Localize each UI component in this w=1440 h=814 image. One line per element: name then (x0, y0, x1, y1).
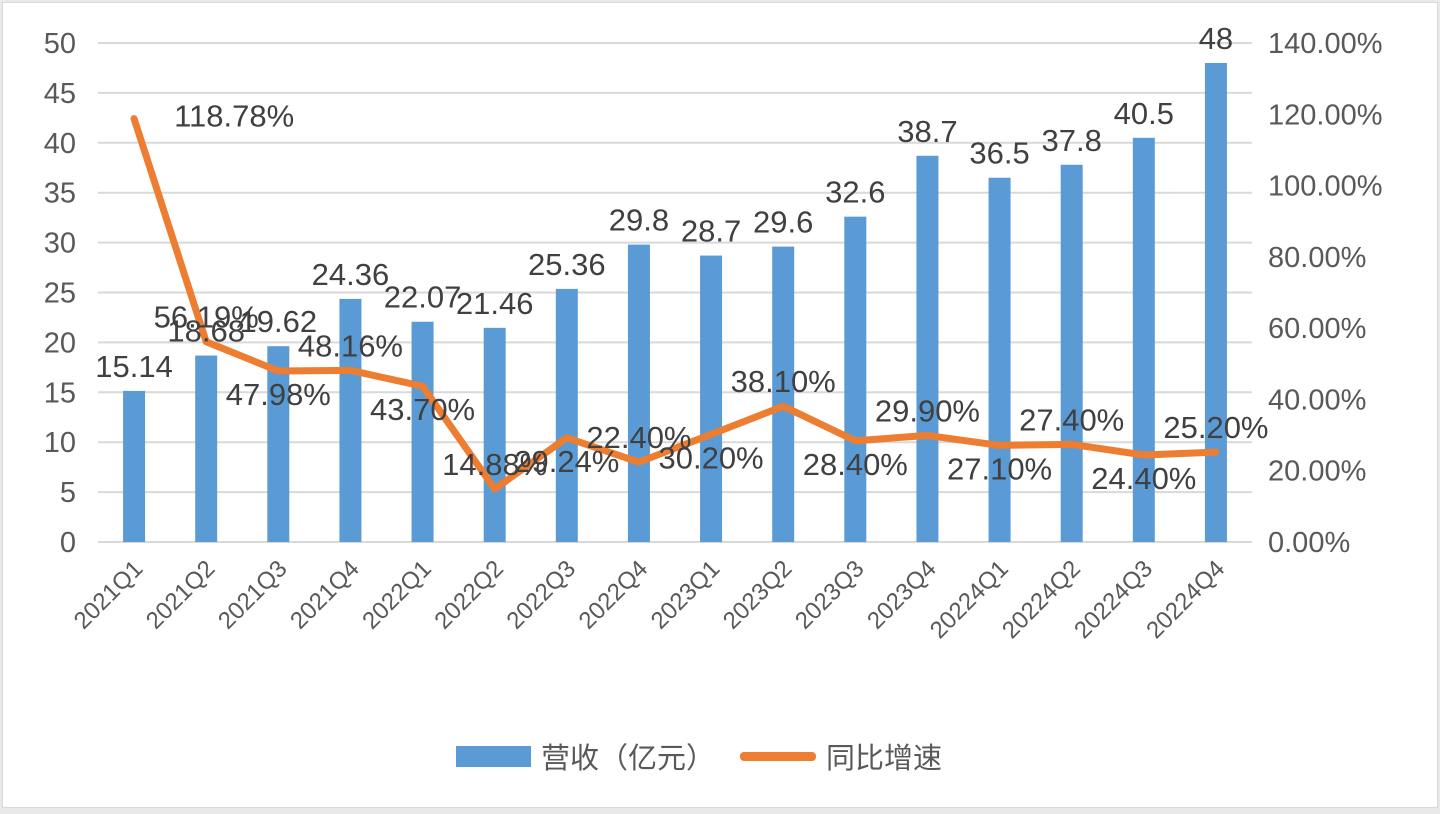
left-axis-tick: 35 (44, 178, 76, 210)
left-axis-tick: 5 (60, 477, 76, 509)
right-axis-tick: 0.00% (1268, 527, 1350, 559)
line-value-label: 14.88% (442, 447, 547, 482)
revenue-bar (123, 390, 146, 542)
revenue-bar (627, 244, 650, 542)
bar-value-label: 48 (1199, 21, 1233, 56)
bar-value-label: 29.6 (753, 205, 813, 240)
revenue-bar (195, 355, 218, 542)
line-value-label: 28.40% (803, 447, 908, 482)
bar-value-label: 25.36 (528, 247, 606, 282)
right-axis-tick: 100.00% (1268, 171, 1383, 203)
x-axis-label: 20224Q1 (925, 555, 1014, 644)
bar-value-label: 18.68 (167, 314, 245, 349)
growth-polyline (130, 115, 1220, 493)
line-value-label: 43.70% (370, 392, 475, 427)
revenue-bar (1204, 62, 1227, 543)
line-value-label: 29.90% (875, 393, 980, 428)
line-value-label: 48.16% (298, 328, 403, 363)
revenue-bar (1060, 164, 1083, 543)
revenue-bar (339, 298, 362, 542)
legend: 营收（亿元） 同比增速 (456, 741, 942, 775)
revenue-bar (988, 177, 1011, 543)
x-axis-label: 2022Q1 (357, 555, 436, 634)
revenue-bar (483, 327, 506, 542)
line-value-label: 56.19% (154, 300, 259, 335)
x-axis-label: 2022Q3 (502, 555, 581, 634)
revenue-bar (844, 216, 867, 543)
left-axis-tick: 40 (44, 128, 76, 160)
x-axis-label: 20224Q2 (997, 555, 1086, 644)
line-value-label: 24.40% (1091, 461, 1196, 496)
revenue-bar (700, 255, 723, 542)
bar-value-label: 15.14 (95, 349, 173, 384)
x-axis-label: 2021Q2 (141, 555, 220, 634)
x-axis-label: 20224Q4 (1141, 555, 1230, 644)
right-axis-tick: 20.00% (1268, 456, 1366, 488)
bar-value-label: 24.36 (312, 257, 390, 292)
legend-bar-label: 营收（亿元） (541, 741, 715, 775)
left-axis-tick: 20 (44, 327, 76, 359)
bar-value-label: 32.6 (825, 175, 885, 210)
bar-value-label: 37.8 (1042, 123, 1102, 158)
x-axis-label: 2021Q1 (69, 555, 148, 634)
line-value-label: 22.40% (586, 420, 691, 455)
left-axis-tick: 0 (60, 527, 76, 559)
x-axis-label: 2022Q4 (574, 555, 653, 634)
revenue-bar (267, 346, 290, 542)
left-axis-tick: 10 (44, 427, 76, 459)
bar-value-label: 38.7 (897, 114, 957, 149)
right-axis: 0.00% 20.00% 40.00% 60.00% 80.00% 100.00% 120.… (1268, 28, 1383, 559)
line-value-label: 30.20% (658, 440, 763, 475)
x-axis-label: 2022Q2 (429, 555, 508, 634)
line-value-label: 25.20% (1163, 410, 1268, 445)
left-axis-tick: 30 (44, 228, 76, 260)
revenue-bar (1132, 137, 1155, 542)
right-axis-tick: 80.00% (1268, 242, 1366, 274)
gridlines (98, 42, 1252, 543)
line-value-label: 27.10% (947, 451, 1052, 486)
line-value-label: 29.24% (514, 444, 619, 479)
revenue-bar (411, 321, 434, 542)
bar-value-label: 21.46 (456, 286, 534, 321)
x-axis-label: 2023Q1 (646, 555, 725, 634)
right-axis-tick: 60.00% (1268, 313, 1366, 345)
revenue-bar (772, 246, 795, 543)
revenue-bars (123, 62, 1227, 543)
right-axis-tick: 140.00% (1268, 28, 1383, 60)
growth-line (130, 115, 1220, 493)
line-value-label: 27.40% (1019, 402, 1124, 437)
bar-value-label: 28.7 (681, 214, 741, 249)
left-axis-tick: 45 (44, 78, 76, 110)
x-axis-label: 2021Q3 (213, 555, 292, 634)
legend-line-label: 同比增速 (826, 741, 942, 775)
left-axis: 0 5 10 15 20 25 30 35 40 45 50 (44, 28, 76, 559)
line-value-label: 118.78% (174, 99, 294, 134)
bar-value-label: 40.5 (1114, 96, 1174, 131)
bar-value-label: 22.07 (384, 280, 462, 315)
left-axis-tick: 25 (44, 278, 76, 310)
x-axis-label: 20224Q3 (1069, 555, 1158, 644)
line-value-label: 38.10% (731, 364, 836, 399)
bar-value-label: 29.8 (609, 203, 669, 238)
bar-value-label: 36.5 (969, 136, 1029, 171)
line-value-label: 47.98% (226, 377, 331, 412)
revenue-bar (555, 288, 578, 542)
revenue-bar (916, 155, 939, 543)
x-axis-label: 2023Q2 (718, 555, 797, 634)
left-axis-tick: 50 (44, 28, 76, 60)
line-data-labels: 118.78%56.19%47.98%48.16%43.70%14.88%29.… (154, 99, 1269, 496)
right-axis-tick: 120.00% (1268, 99, 1383, 131)
x-axis-labels: 2021Q12021Q22021Q32021Q42022Q12022Q22022… (69, 555, 1230, 644)
legend-bar-swatch (456, 746, 531, 767)
x-axis-label: 2023Q3 (790, 555, 869, 634)
bar-value-label: 19.62 (240, 304, 318, 339)
x-axis-label: 2021Q4 (285, 555, 364, 634)
right-axis-tick: 40.00% (1268, 384, 1366, 416)
left-axis-tick: 15 (44, 377, 76, 409)
legend-line-swatch (740, 752, 816, 761)
